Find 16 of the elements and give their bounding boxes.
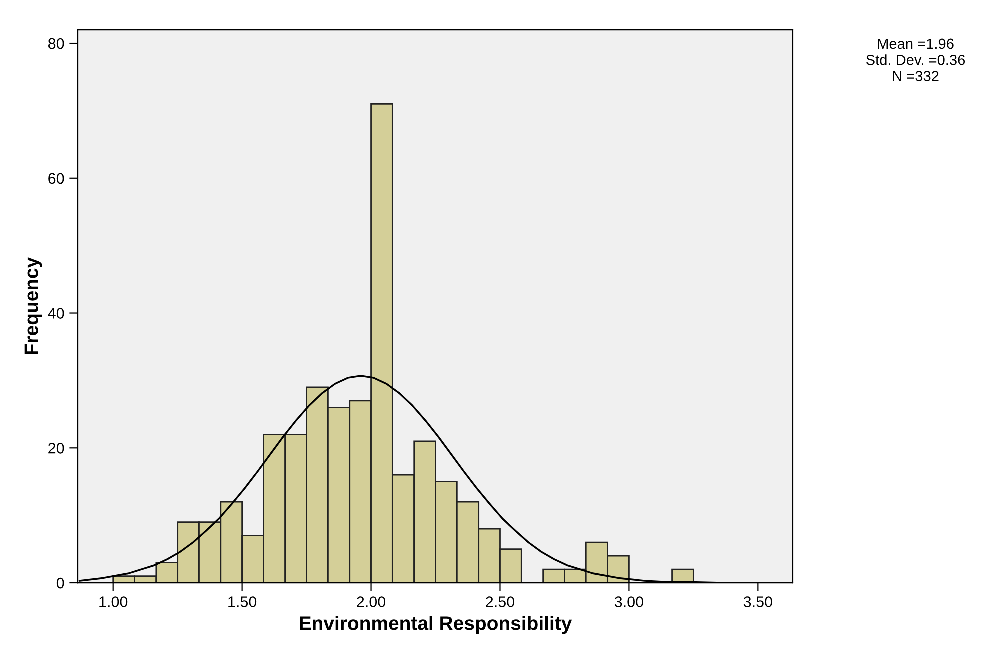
y-tick-label: 80 xyxy=(48,38,64,50)
x-tick-label: 2.00 xyxy=(357,596,386,608)
x-tick-label: 2.50 xyxy=(486,596,515,608)
y-tick-label: 60 xyxy=(48,173,64,184)
y-tick-label: 40 xyxy=(48,308,64,319)
x-tick-label: 3.50 xyxy=(744,596,772,608)
x-tick-label: 3.00 xyxy=(614,596,644,608)
x-axis-title: Environmental Responsibility xyxy=(300,616,572,634)
text: N =332 xyxy=(893,71,939,82)
x-tick-label: 1.00 xyxy=(100,596,128,608)
y-tick-label: 20 xyxy=(48,443,64,454)
text: Std. Dev. =0.36 xyxy=(866,54,966,66)
y-tick-label: 0 xyxy=(56,578,64,589)
x-tick-label: 1.50 xyxy=(228,596,257,608)
text: Mean =1.96 xyxy=(878,38,954,50)
y-axis-title: Frequency xyxy=(24,257,42,354)
